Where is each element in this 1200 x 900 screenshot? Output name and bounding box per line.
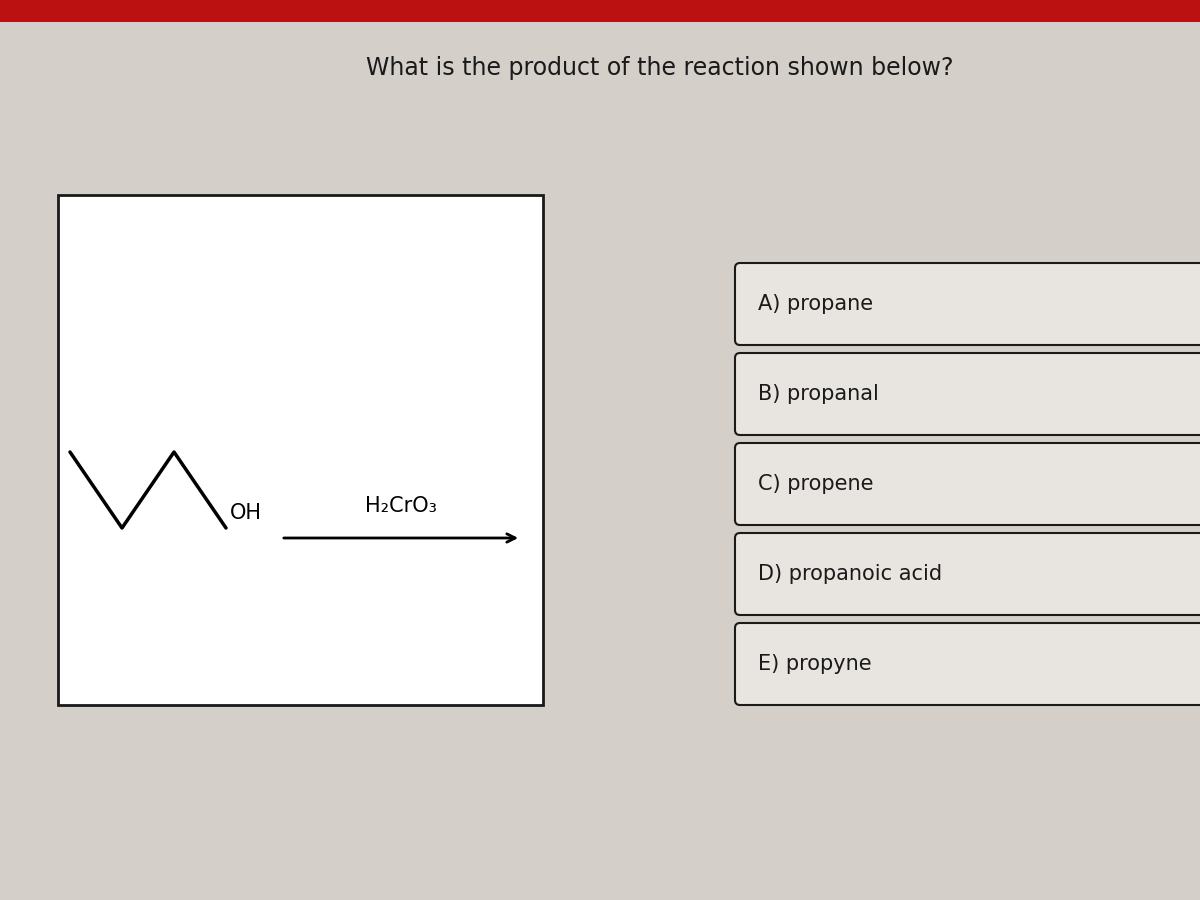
Bar bbox=[0, 0, 1200, 22]
FancyBboxPatch shape bbox=[734, 353, 1200, 435]
Text: B) propanal: B) propanal bbox=[758, 384, 878, 404]
Text: D) propanoic acid: D) propanoic acid bbox=[758, 564, 942, 584]
FancyBboxPatch shape bbox=[734, 623, 1200, 705]
Text: A) propane: A) propane bbox=[758, 294, 874, 314]
FancyBboxPatch shape bbox=[734, 533, 1200, 615]
FancyBboxPatch shape bbox=[734, 263, 1200, 345]
FancyBboxPatch shape bbox=[734, 443, 1200, 525]
Text: E) propyne: E) propyne bbox=[758, 654, 871, 674]
Text: H₂CrO₃: H₂CrO₃ bbox=[365, 496, 437, 516]
Text: OH: OH bbox=[230, 503, 262, 523]
Bar bbox=[58, 195, 542, 705]
Text: C) propene: C) propene bbox=[758, 474, 874, 494]
Text: What is the product of the reaction shown below?: What is the product of the reaction show… bbox=[366, 56, 954, 80]
